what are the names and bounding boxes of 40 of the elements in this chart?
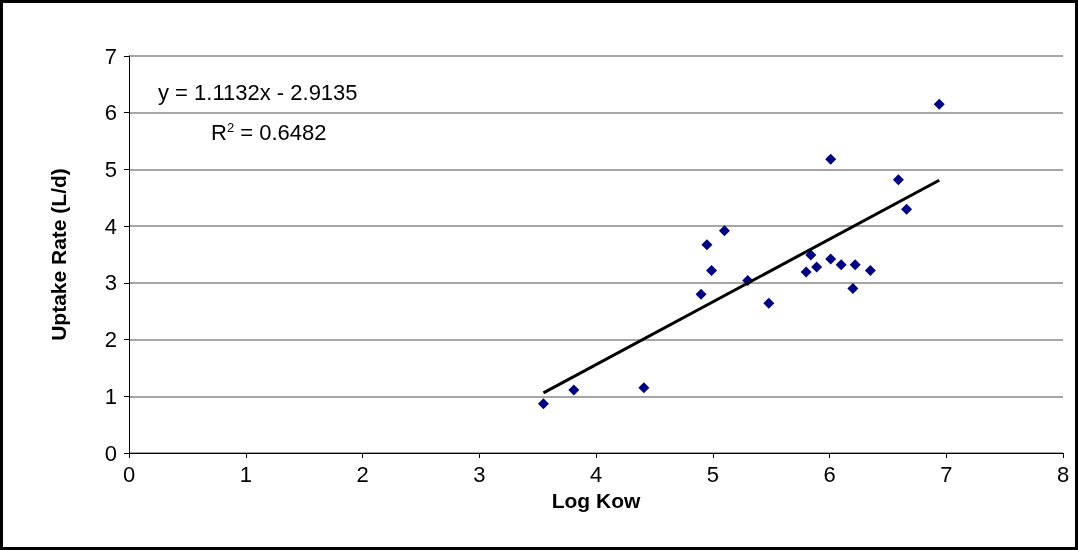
y-tick-label: 3 [104,270,117,296]
point [805,249,817,261]
point [718,225,730,237]
x-tick-label: 4 [589,461,603,487]
y-tick-label: 0 [104,440,117,466]
x-tick-label: 7 [940,461,953,487]
x-tick-label: 1 [239,461,252,487]
point [638,382,650,394]
point [537,398,549,410]
point [800,266,812,278]
x-tick-label: 3 [473,461,486,487]
x-axis-title: Log Kow [551,488,641,512]
y-tick-label: 2 [104,327,117,353]
point [835,259,847,271]
point [892,174,904,186]
annotation: y = 1.1132x - 2.9135 [158,79,358,105]
y-axis-title: Uptake Rate (L/d) [47,168,70,341]
x-tick-label: 5 [706,461,719,487]
y-tick-label: 4 [104,213,117,239]
y-tick-label: 7 [104,43,117,69]
point [847,283,859,295]
point [825,153,837,165]
point [901,203,913,215]
point [811,261,823,273]
y-tick-label: 5 [104,156,117,182]
point [763,297,775,309]
point [864,264,876,276]
point [568,384,580,396]
point [701,239,713,251]
x-tick-label: 8 [1056,461,1070,487]
point [706,264,718,276]
x-tick-label: 0 [122,461,136,487]
x-tick-label: 2 [356,461,369,487]
y-tick-label: 6 [104,100,117,126]
point [825,253,837,265]
point [933,98,945,110]
y-tick-label: 1 [104,383,117,409]
point [695,288,707,300]
point [849,259,861,271]
x-tick-label: 6 [823,461,836,487]
